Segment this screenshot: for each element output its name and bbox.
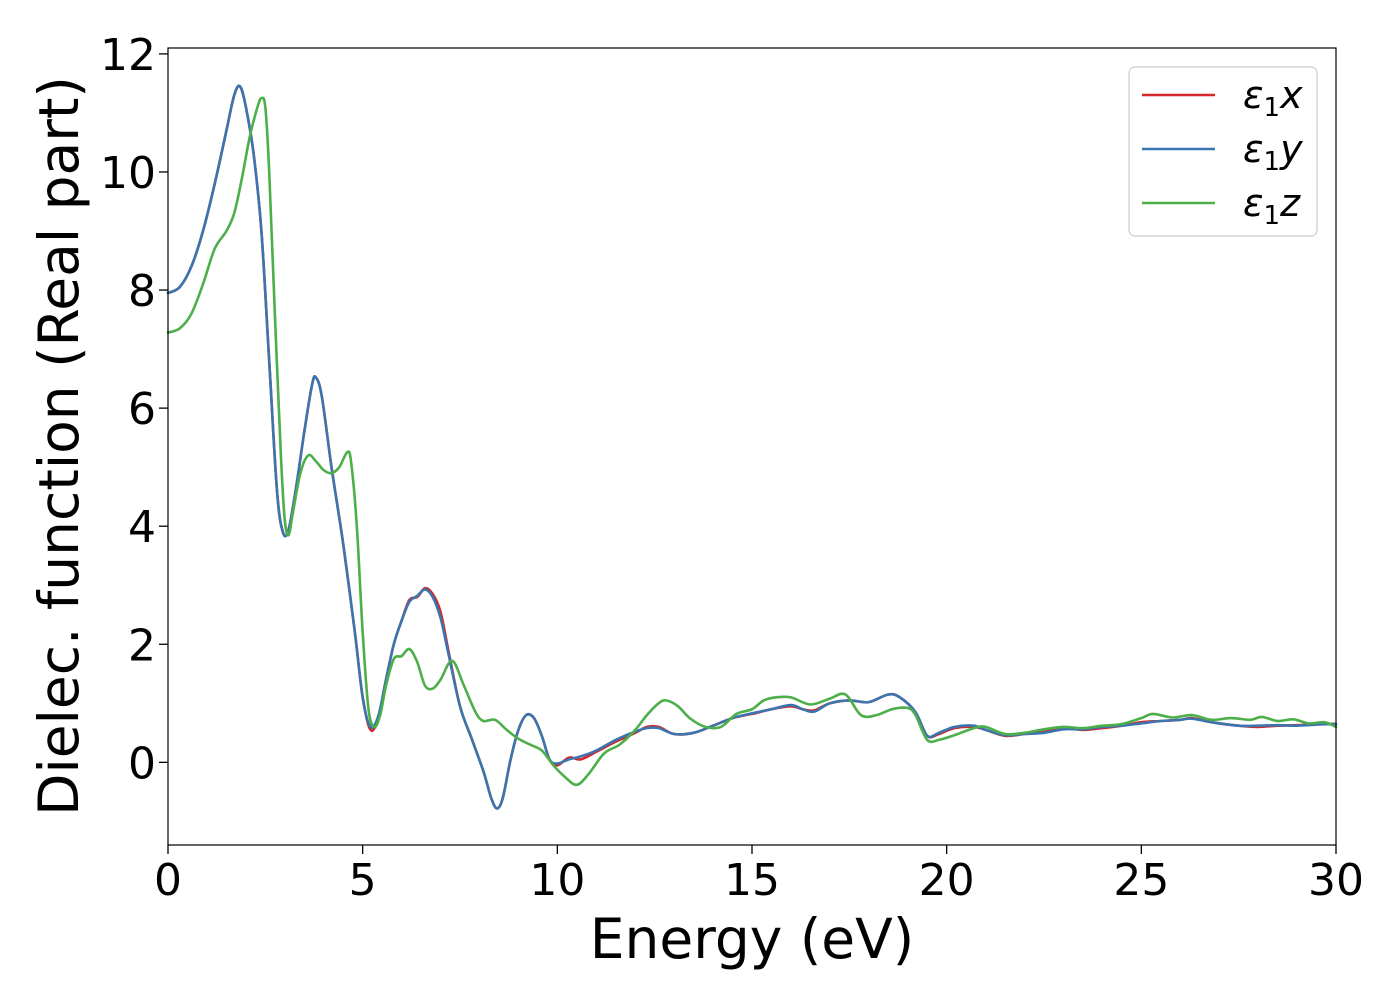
y-tick-label: 4 [128, 502, 156, 553]
legend-label-z: ε1z [1243, 181, 1301, 231]
x-tick-label: 0 [154, 855, 182, 906]
legend-label-y: ε1y [1243, 127, 1303, 177]
y-axis: 0 2 4 6 8 10 12 [100, 30, 168, 789]
x-tick-label: 10 [529, 855, 585, 906]
x-tick-label: 25 [1113, 855, 1169, 906]
x-tick-label: 5 [349, 855, 377, 906]
x-tick-label: 15 [724, 855, 780, 906]
series-layer [166, 84, 1338, 810]
legend-box [1128, 66, 1318, 237]
x-axis: 0 5 10 15 20 25 30 [154, 845, 1364, 906]
y-axis-label: Dielec. function (Real part) [27, 76, 91, 816]
y-tick-label: 8 [128, 266, 156, 317]
y-tick-label: 2 [128, 620, 156, 671]
y-tick-label: 6 [128, 384, 156, 435]
y-tick-label: 10 [100, 148, 156, 199]
x-axis-label: Energy (eV) [590, 907, 914, 971]
legend-label-x: ε1x [1243, 73, 1303, 123]
x-tick-label: 20 [919, 855, 975, 906]
series-line-z [166, 96, 1338, 787]
y-tick-label: 0 [128, 738, 156, 789]
x-tick-label: 30 [1308, 855, 1364, 906]
y-tick-label: 12 [100, 30, 156, 81]
